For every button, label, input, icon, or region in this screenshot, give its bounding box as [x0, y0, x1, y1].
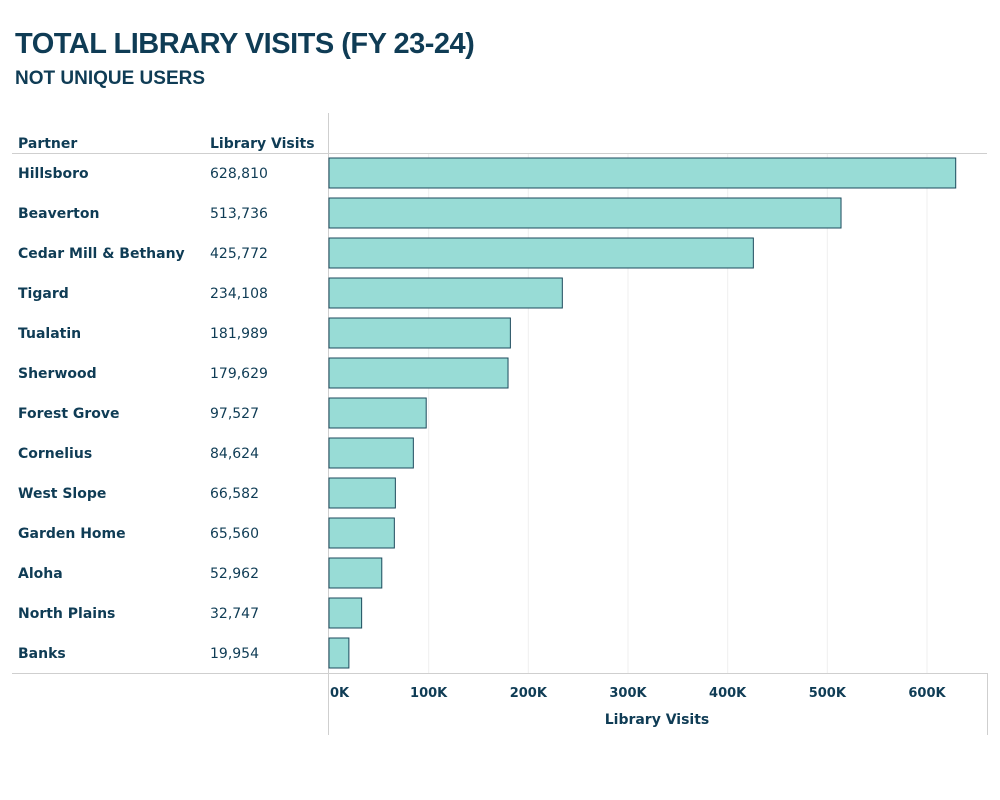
value-label: 181,989	[210, 326, 268, 342]
category-label: Tigard	[18, 286, 69, 302]
value-label: 66,582	[210, 486, 259, 502]
bar	[328, 277, 563, 309]
value-label: 19,954	[210, 646, 259, 662]
x-tick-label: 0K	[330, 686, 350, 701]
category-label: Aloha	[18, 566, 63, 582]
bar	[328, 517, 395, 549]
bar	[328, 477, 396, 509]
category-label: Tualatin	[18, 326, 81, 342]
bar	[328, 637, 350, 669]
category-label: Forest Grove	[18, 406, 120, 422]
bar	[328, 397, 427, 429]
category-label: West Slope	[18, 486, 106, 502]
bar	[328, 317, 511, 349]
value-label: 52,962	[210, 566, 259, 582]
value-label: 65,560	[210, 526, 259, 542]
bar	[328, 157, 957, 189]
value-label: 425,772	[210, 246, 268, 262]
category-label: Sherwood	[18, 366, 97, 382]
value-label: 234,108	[210, 286, 268, 302]
bar	[328, 557, 383, 589]
bar	[328, 237, 754, 269]
chart-title: TOTAL LIBRARY VISITS (FY 23-24)	[15, 28, 475, 60]
category-label: Beaverton	[18, 206, 99, 222]
column-header-visits: Library Visits	[210, 136, 315, 152]
x-tick-label: 500K	[809, 686, 847, 701]
bar	[328, 597, 363, 629]
category-label: North Plains	[18, 606, 115, 622]
chart-subtitle: NOT UNIQUE USERS	[15, 68, 206, 89]
category-label: Hillsboro	[18, 166, 89, 182]
bar	[328, 357, 509, 389]
bar	[328, 197, 842, 229]
category-label: Cornelius	[18, 446, 92, 462]
category-label: Banks	[18, 646, 66, 662]
value-label: 32,747	[210, 606, 259, 622]
x-axis-label: Library Visits	[605, 712, 710, 728]
x-tick-label: 100K	[410, 686, 448, 701]
value-label: 97,527	[210, 406, 259, 422]
category-label: Garden Home	[18, 526, 126, 542]
value-label: 84,624	[210, 446, 259, 462]
x-tick-label: 400K	[709, 686, 747, 701]
category-label: Cedar Mill & Bethany	[18, 246, 185, 262]
bar	[328, 437, 414, 469]
column-header-partner: Partner	[18, 136, 77, 152]
value-label: 628,810	[210, 166, 268, 182]
value-label: 513,736	[210, 206, 268, 222]
x-tick-label: 600K	[908, 686, 946, 701]
x-tick-label: 200K	[510, 686, 548, 701]
value-label: 179,629	[210, 366, 268, 382]
x-tick-label: 300K	[609, 686, 647, 701]
